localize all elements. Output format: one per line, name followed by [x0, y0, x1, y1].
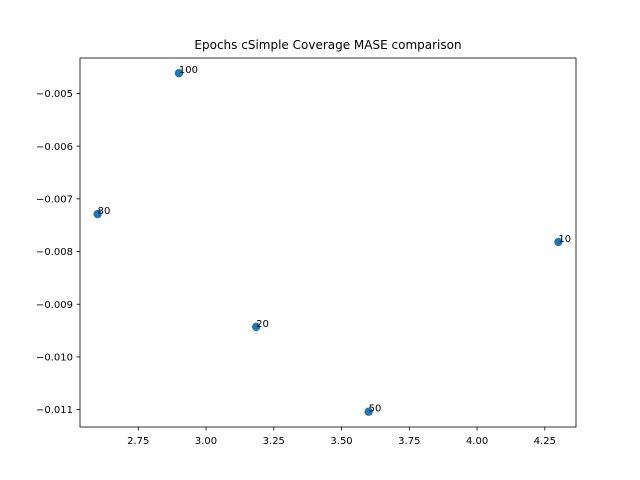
x-tick-label: 3.50 — [330, 436, 352, 447]
y-tick-label: −0.008 — [36, 247, 73, 258]
point-annotation: 100 — [179, 65, 198, 76]
point-annotation: 20 — [256, 319, 269, 330]
scatter-point — [93, 209, 102, 219]
x-tick-label: 3.75 — [398, 436, 420, 447]
x-tick-label: 2.75 — [127, 436, 149, 447]
point-annotation: 50 — [369, 404, 382, 415]
point-annotation: 80 — [98, 206, 111, 217]
y-tick-label: −0.005 — [36, 89, 73, 100]
data-points — [93, 68, 563, 416]
chart-title: Epochs cSimple Coverage MASE comparison — [194, 38, 461, 52]
y-tick-label: −0.006 — [36, 142, 73, 153]
x-tick-label: 3.00 — [195, 436, 217, 447]
x-axis: 2.75 3.00 3.25 3.50 3.75 4.00 4.25 — [127, 427, 556, 447]
point-annotation: 10 — [558, 234, 571, 245]
x-tick-label: 3.25 — [263, 436, 285, 447]
plot-area-frame — [79, 57, 577, 428]
data-point-labels: 100 80 10 20 50 — [98, 65, 571, 415]
x-tick-label: 4.25 — [534, 436, 556, 447]
y-tick-label: −0.009 — [36, 300, 73, 311]
scatter-point — [251, 322, 261, 332]
scatter-point — [554, 237, 563, 247]
y-axis: −0.005 −0.006 −0.007 −0.008 −0.009 −0.010 −0.0… — [36, 89, 80, 416]
y-tick-label: −0.011 — [36, 405, 73, 416]
scatter-point — [174, 68, 184, 78]
y-tick-label: −0.010 — [36, 353, 73, 364]
x-tick-label: 4.00 — [466, 436, 488, 447]
scatter-point — [364, 407, 373, 416]
y-tick-label: −0.007 — [36, 194, 73, 205]
